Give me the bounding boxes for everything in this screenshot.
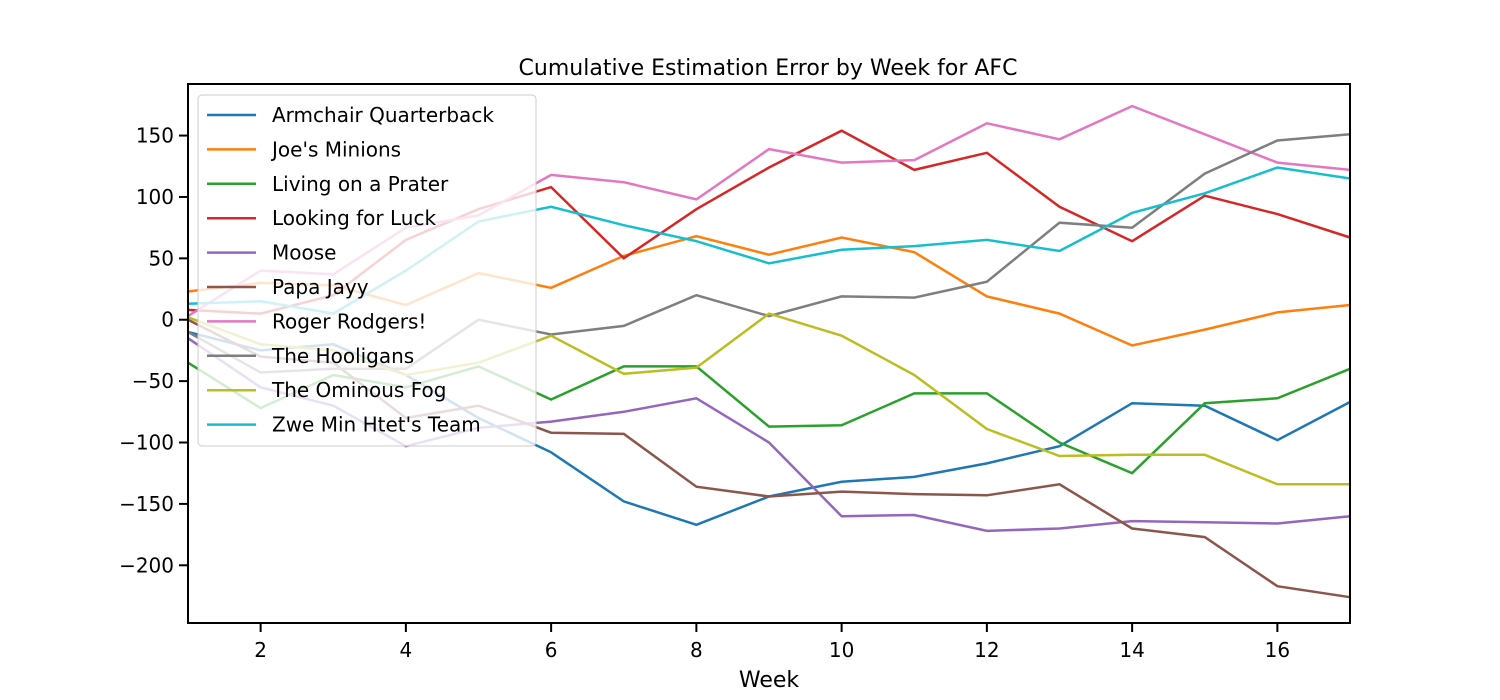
x-axis-label: Week xyxy=(739,668,800,693)
x-tick-label: 10 xyxy=(829,638,854,662)
y-tick-label: −150 xyxy=(119,492,174,516)
plot-frame xyxy=(187,83,1351,624)
legend-label: Living on a Prater xyxy=(272,172,449,196)
y-tick-label: −50 xyxy=(132,369,174,393)
y-tick-label: 150 xyxy=(136,124,174,148)
legend-label: The Hooligans xyxy=(271,344,414,368)
x-tick-label: 4 xyxy=(400,638,413,662)
y-tick-label: −100 xyxy=(119,431,174,455)
chart-title: Cumulative Estimation Error by Week for … xyxy=(519,56,1018,81)
y-tick-label: 0 xyxy=(161,308,174,332)
x-axis: 2 4 6 8 10 12 14 16 xyxy=(254,623,1290,662)
legend-label: Looking for Luck xyxy=(272,206,436,230)
y-tick-label: −200 xyxy=(119,553,174,577)
x-tick-label: 2 xyxy=(254,638,267,662)
legend-label: Moose xyxy=(272,241,336,265)
y-axis: −200 −150 −100 −50 0 50 100 150 xyxy=(119,124,188,577)
legend-label: Joe's Minions xyxy=(270,137,401,161)
x-tick-label: 12 xyxy=(974,638,999,662)
x-tick-label: 8 xyxy=(690,638,703,662)
x-tick-label: 16 xyxy=(1265,638,1290,662)
legend-label: Zwe Min Htet's Team xyxy=(272,413,481,437)
y-tick-label: 100 xyxy=(136,185,174,209)
legend-box xyxy=(197,94,537,447)
legend-label: The Ominous Fog xyxy=(271,378,446,402)
x-tick-label: 14 xyxy=(1119,638,1144,662)
legend-label: Roger Rodgers! xyxy=(272,309,426,333)
y-tick-label: 50 xyxy=(149,246,174,270)
legend-label: Armchair Quarterback xyxy=(272,103,494,127)
legend: Armchair Quarterback Joe's Minions Living … xyxy=(197,94,537,447)
legend-label: Papa Jayy xyxy=(272,275,369,299)
x-tick-label: 6 xyxy=(545,638,558,662)
